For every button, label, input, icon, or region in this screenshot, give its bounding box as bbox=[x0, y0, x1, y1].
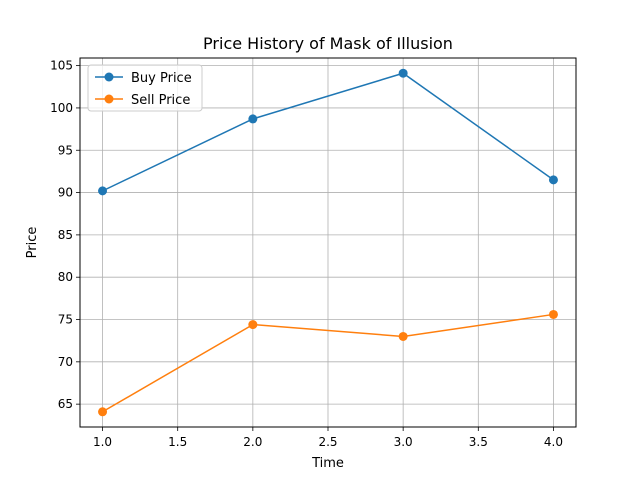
series-lines bbox=[102, 72, 554, 413]
data-point bbox=[398, 331, 408, 341]
data-point bbox=[98, 407, 108, 417]
data-point bbox=[548, 309, 558, 319]
chart-title: Price History of Mask of Illusion bbox=[203, 34, 453, 53]
data-point bbox=[248, 320, 258, 330]
x-tick-label: 3.5 bbox=[469, 435, 488, 449]
data-point bbox=[98, 186, 108, 196]
legend-label: Buy Price bbox=[131, 71, 192, 86]
y-tick-label: 80 bbox=[58, 270, 73, 284]
legend: Buy Price Sell Price bbox=[87, 64, 203, 112]
data-point bbox=[398, 68, 408, 78]
y-tick-label: 90 bbox=[58, 186, 73, 200]
axis-ticks: 1.0 1.5 2.0 2.5 3.0 3.5 4.0 65 70 75 80 85 90 95 100 10… bbox=[50, 59, 563, 449]
y-tick-label: 95 bbox=[58, 143, 73, 157]
y-tick-label: 75 bbox=[58, 313, 73, 327]
y-tick-label: 100 bbox=[50, 101, 73, 115]
y-tick-label: 105 bbox=[50, 59, 73, 73]
x-tick-label: 2.5 bbox=[318, 435, 337, 449]
y-tick-label: 85 bbox=[58, 228, 73, 242]
series-line-0 bbox=[102, 72, 554, 192]
x-tick-label: 4.0 bbox=[544, 435, 563, 449]
grid bbox=[80, 58, 576, 427]
data-point bbox=[248, 114, 258, 124]
x-tick-label: 1.5 bbox=[168, 435, 187, 449]
y-tick-label: 65 bbox=[58, 397, 73, 411]
legend-label: Sell Price bbox=[131, 93, 190, 108]
y-tick-label: 70 bbox=[58, 355, 73, 369]
x-tick-label: 1.0 bbox=[93, 435, 112, 449]
x-tick-label: 3.0 bbox=[394, 435, 413, 449]
series-line-1 bbox=[102, 313, 554, 413]
series-points bbox=[98, 68, 558, 417]
x-axis-label: Time bbox=[311, 456, 344, 471]
x-tick-label: 2.0 bbox=[243, 435, 262, 449]
data-point bbox=[548, 175, 558, 185]
legend-marker bbox=[104, 72, 114, 82]
y-axis-label: Price bbox=[25, 227, 40, 259]
legend-marker bbox=[104, 94, 114, 104]
